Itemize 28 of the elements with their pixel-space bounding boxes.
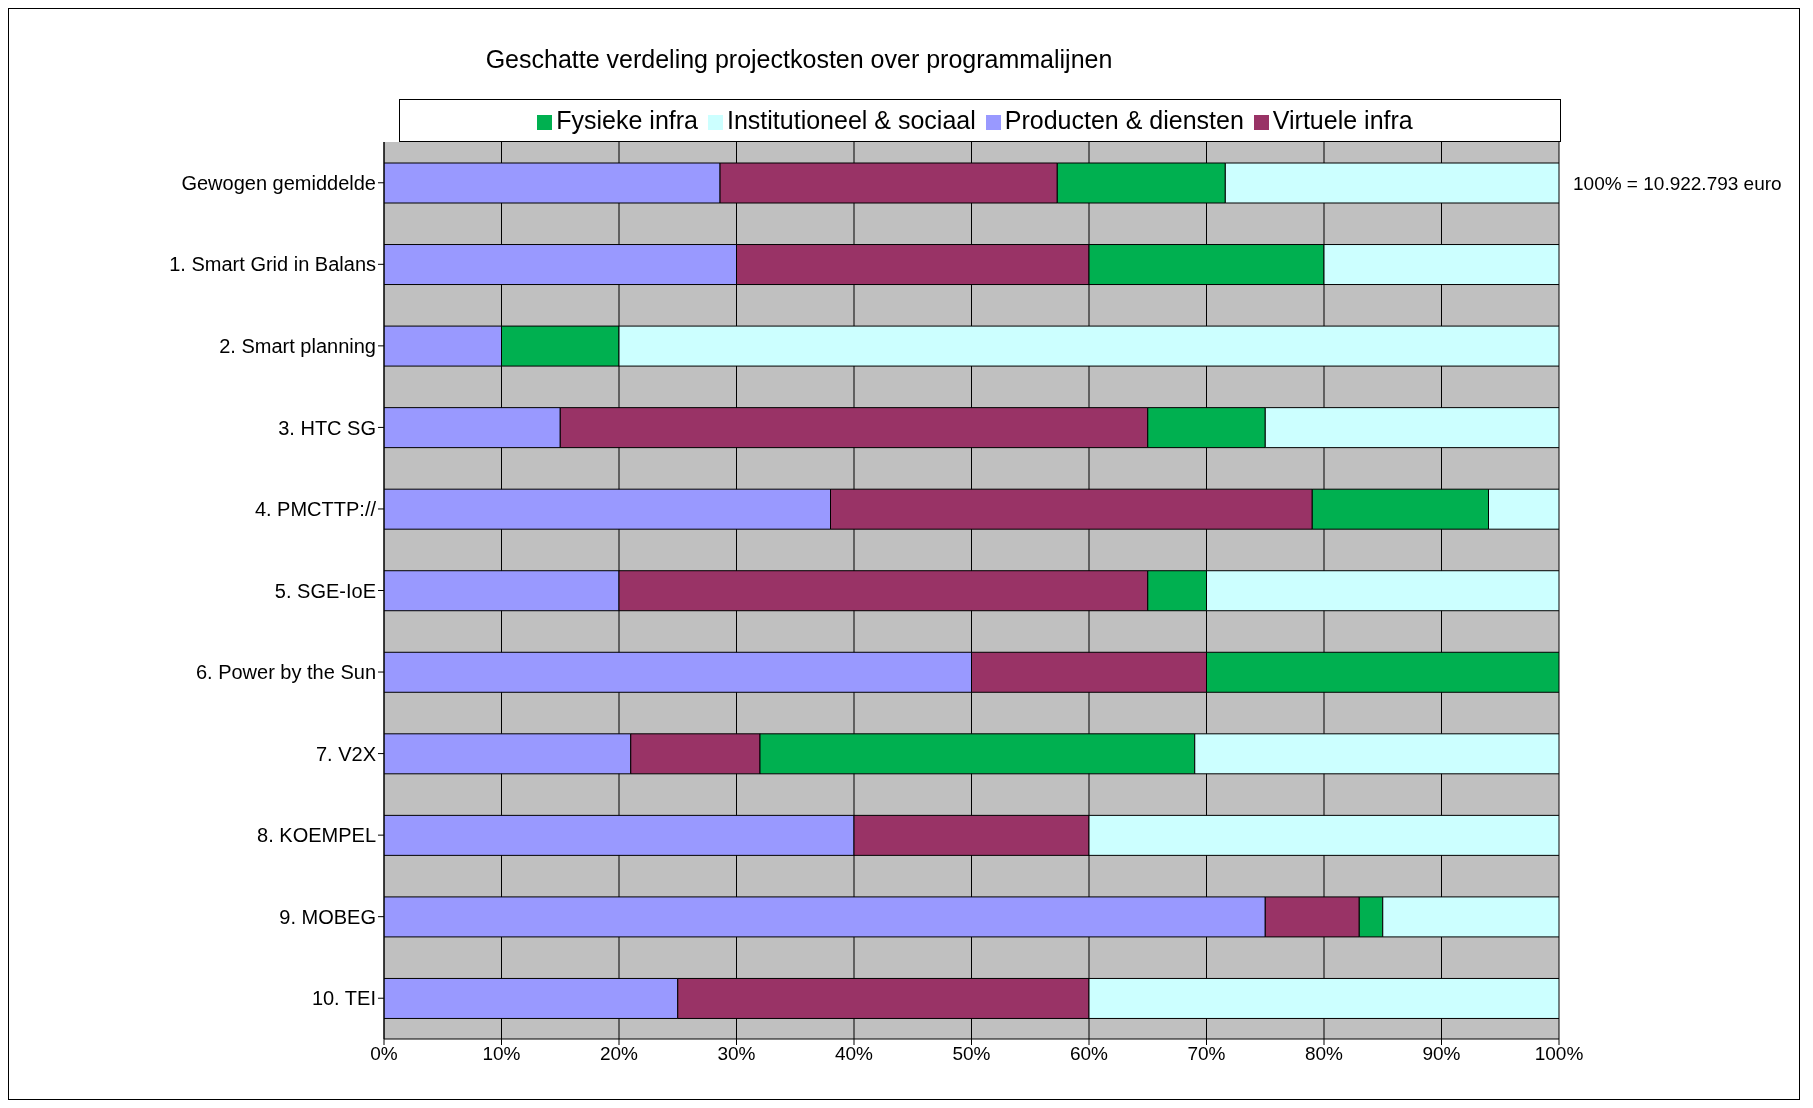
annotation: 100% = 10.922.793 euro: [1573, 172, 1782, 194]
x-tick-label: 60%: [1069, 1043, 1109, 1065]
legend-label: Virtuele infra: [1272, 106, 1413, 134]
y-tick-label: 6. Power by the Sun: [195, 661, 376, 684]
y-tick-label: 9. MOBEG: [279, 905, 376, 928]
y-tick-label: 10. TEI: [311, 987, 376, 1010]
x-tick-label: 0%: [370, 1043, 398, 1065]
legend-label: Producten & diensten: [1004, 106, 1244, 134]
x-tick-label: 30%: [717, 1043, 756, 1065]
x-tick-label: 70%: [1187, 1043, 1226, 1065]
y-tick-label: 1. Smart Grid in Balans: [169, 253, 376, 276]
y-tick-label: 4. PMCTTP://: [254, 498, 377, 521]
x-tick-label: 40%: [834, 1043, 874, 1065]
x-tick-label: 50%: [952, 1043, 991, 1065]
x-tick-label: 20%: [599, 1043, 639, 1065]
legend-label: Fysieke infra: [556, 106, 698, 134]
y-tick-label: 2. Smart planning: [219, 334, 376, 357]
x-tick-label: 80%: [1304, 1043, 1344, 1065]
x-tick-label: 90%: [1422, 1043, 1461, 1065]
y-tick-label: 5. SGE-IoE: [274, 579, 376, 602]
x-tick-label: 10%: [482, 1043, 521, 1065]
chart-title: Geschatte verdeling projectkosten over programmalijnen: [484, 45, 1114, 74]
y-tick-label: Gewogen gemiddelde: [181, 171, 376, 194]
y-tick-label: 7. V2X: [315, 742, 376, 765]
y-tick-label: 8. KOEMPEL: [257, 824, 376, 847]
legend-label: Institutioneel & sociaal: [726, 106, 976, 134]
y-tick-label: 3. HTC SG: [278, 416, 376, 439]
x-tick-label: 100%: [1534, 1043, 1584, 1065]
